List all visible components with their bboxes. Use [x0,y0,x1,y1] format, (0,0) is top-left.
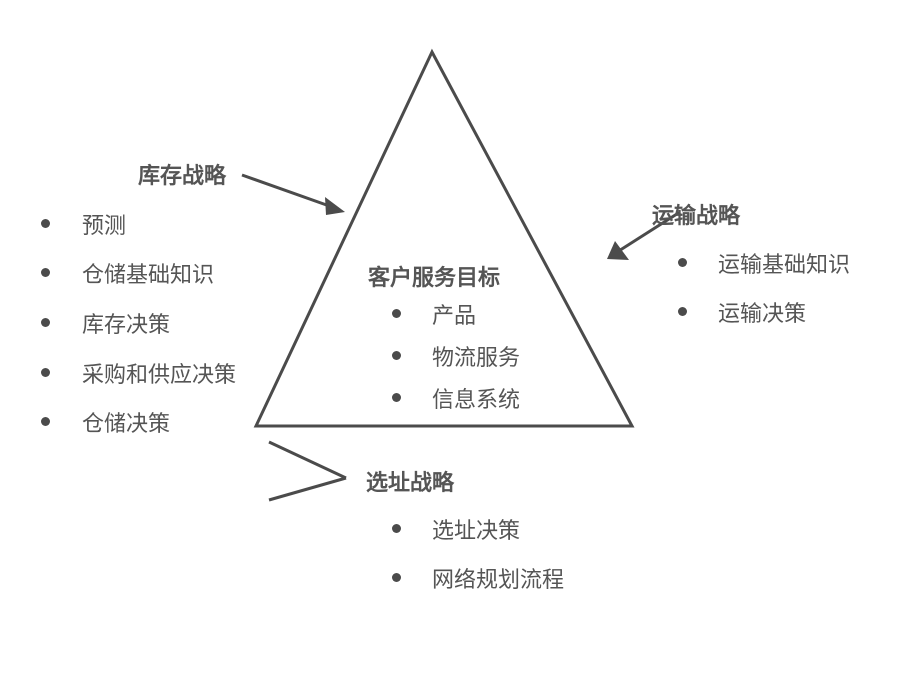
left-item: 预测 [82,208,126,240]
arrow-bottom-a [269,442,346,478]
center-title: 客户服务目标 [368,260,500,292]
arrow-left-head [325,197,345,215]
right-item: 运输基础知识 [718,247,850,279]
center-item: 信息系统 [432,382,520,414]
bullet-icon [392,573,401,582]
arrow-bottom-b [269,478,346,500]
bullet-icon [392,351,401,360]
right-item: 运输决策 [718,296,806,328]
bullet-icon [678,307,687,316]
bottom-item: 网络规划流程 [432,562,564,594]
left-item: 采购和供应决策 [82,357,236,389]
bullet-icon [41,219,50,228]
bullet-icon [392,524,401,533]
left-item: 库存决策 [82,307,170,339]
bullet-icon [392,393,401,402]
arrow-left-line [242,175,335,208]
bullet-icon [41,268,50,277]
bullet-icon [41,417,50,426]
bullet-icon [41,368,50,377]
center-item: 产品 [432,298,476,330]
bullet-icon [41,318,50,327]
left-item: 仓储决策 [82,406,170,438]
right-title: 运输战略 [652,198,740,230]
bottom-title: 选址战略 [366,465,454,497]
bottom-item: 选址决策 [432,513,520,545]
left-item: 仓储基础知识 [82,257,214,289]
bullet-icon [678,258,687,267]
left-title: 库存战略 [138,158,226,190]
diagram-canvas: 客户服务目标 产品 物流服务 信息系统 库存战略 预测 仓储基础知识 库存决策 … [0,0,920,690]
center-item: 物流服务 [432,340,520,372]
arrow-right-head [607,241,629,260]
bullet-icon [392,309,401,318]
